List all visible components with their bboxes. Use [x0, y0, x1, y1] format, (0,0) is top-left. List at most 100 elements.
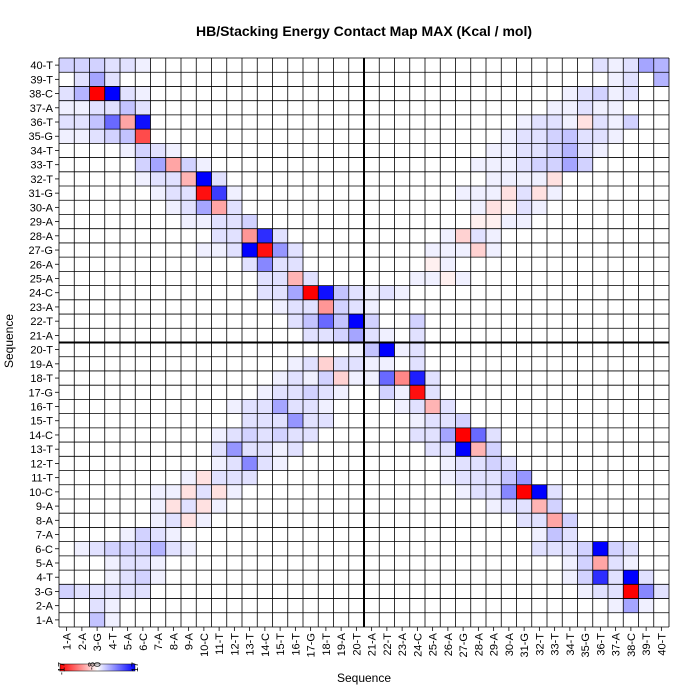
- y-tick-label: 27-G: [29, 245, 53, 257]
- heatmap-cell: [120, 129, 136, 144]
- heatmap-cell: [470, 484, 486, 499]
- heatmap-cell: [196, 186, 212, 201]
- heatmap-cell: [242, 413, 258, 428]
- heatmap-cell: [120, 570, 136, 585]
- heatmap-cell: [455, 242, 471, 258]
- heatmap-cell: [470, 200, 486, 215]
- heatmap-cell: [59, 86, 75, 101]
- heatmap-cell: [470, 442, 486, 457]
- heatmap-cell: [135, 100, 151, 115]
- heatmap-cell: [74, 72, 90, 87]
- heatmap-cell: [592, 129, 608, 144]
- heatmap-cell: [120, 86, 136, 101]
- y-tick-label: 32-T: [30, 174, 53, 186]
- heatmap-cell: [608, 72, 624, 87]
- x-tick-label: 34-T: [565, 633, 577, 656]
- heatmap-cell: [409, 356, 425, 371]
- heatmap-cell: [409, 328, 425, 343]
- y-tick-label: 18-T: [30, 373, 53, 385]
- heatmap-cell: [242, 442, 258, 457]
- heatmap-cell: [257, 385, 273, 400]
- heatmap-cell: [104, 114, 120, 130]
- heatmap-cell: [623, 114, 639, 130]
- heatmap-cell: [440, 470, 456, 485]
- heatmap-cell: [318, 356, 334, 371]
- heatmap-cell: [501, 157, 517, 172]
- heatmap-cell: [257, 271, 273, 286]
- heatmap-cell: [470, 456, 486, 471]
- heatmap-cell: [364, 370, 380, 386]
- heatmap-cell: [592, 570, 608, 585]
- heatmap-cell: [608, 100, 624, 115]
- heatmap-cell: [181, 186, 197, 201]
- heatmap-cell: [425, 242, 441, 258]
- y-tick-label: 14-C: [29, 430, 53, 442]
- heatmap-cell: [425, 413, 441, 428]
- x-tick-label: 25-A: [428, 632, 440, 656]
- heatmap-cell: [226, 214, 242, 229]
- heatmap-cell: [287, 442, 303, 457]
- heatmap-cell: [486, 242, 502, 258]
- heatmap-cell: [623, 72, 639, 87]
- heatmap-cell: [257, 456, 273, 471]
- heatmap-cell: [59, 114, 75, 130]
- heatmap-cell: [394, 399, 410, 414]
- heatmap-cell: [226, 456, 242, 471]
- heatmap-cell: [425, 442, 441, 457]
- heatmap-cell: [470, 228, 486, 243]
- heatmap-cell: [135, 584, 151, 599]
- heatmap-cell: [608, 555, 624, 571]
- y-tick-label: 3-G: [35, 586, 53, 598]
- heatmap-cell: [135, 527, 151, 542]
- heatmap-cell: [592, 114, 608, 130]
- y-tick-label: 25-A: [30, 273, 54, 285]
- heatmap-cell: [653, 584, 669, 599]
- heatmap-cell: [242, 427, 258, 443]
- x-tick-label: 36-T: [595, 633, 607, 656]
- heatmap-cell: [348, 285, 364, 300]
- heatmap-cell: [287, 385, 303, 400]
- heatmap-cell: [394, 342, 410, 357]
- heatmap-cell: [257, 413, 273, 428]
- x-tick-label: 37-A: [611, 632, 623, 656]
- heatmap-cell: [257, 242, 273, 258]
- heatmap-cell: [120, 58, 136, 73]
- heatmap-cell: [455, 484, 471, 499]
- heatmap-cell: [531, 143, 547, 158]
- x-tick-label: 2-A: [77, 632, 89, 650]
- heatmap-cell: [516, 214, 532, 229]
- heatmap-cell: [89, 58, 105, 73]
- heatmap-cell: [440, 271, 456, 286]
- heatmap-cell: [165, 513, 181, 528]
- heatmap-cell: [348, 356, 364, 371]
- heatmap-cell: [104, 541, 120, 556]
- heatmap-cell: [257, 427, 273, 443]
- heatmap-cell: [333, 299, 349, 315]
- heatmap-cell: [303, 427, 319, 443]
- heatmap-cell: [211, 200, 227, 215]
- heatmap-cell: [577, 129, 593, 144]
- heatmap-cell: [318, 399, 334, 414]
- y-tick-label: 30-A: [30, 202, 54, 214]
- x-tick-label: 26-A: [443, 632, 455, 656]
- heatmap-cell: [608, 86, 624, 101]
- heatmap-cell: [653, 58, 669, 73]
- heatmap-cell: [89, 541, 105, 556]
- x-tick-label: 38-C: [626, 633, 638, 657]
- heatmap-cell: [455, 228, 471, 243]
- heatmap-cell: [272, 399, 288, 414]
- heatmap-cell: [120, 143, 136, 158]
- heatmap-cell: [348, 342, 364, 357]
- heatmap-cell: [257, 399, 273, 414]
- heatmap-cell: [287, 314, 303, 329]
- heatmap-cell: [287, 370, 303, 386]
- heatmap-cell: [303, 299, 319, 315]
- heatmap-cell: [181, 470, 197, 485]
- heatmap-cell: [379, 342, 395, 357]
- heatmap-cell: [257, 285, 273, 300]
- heatmap-cell: [165, 541, 181, 556]
- y-tick-label: 22-T: [30, 316, 53, 328]
- x-tick-label: 24-C: [412, 633, 424, 657]
- heatmap-cell: [135, 129, 151, 144]
